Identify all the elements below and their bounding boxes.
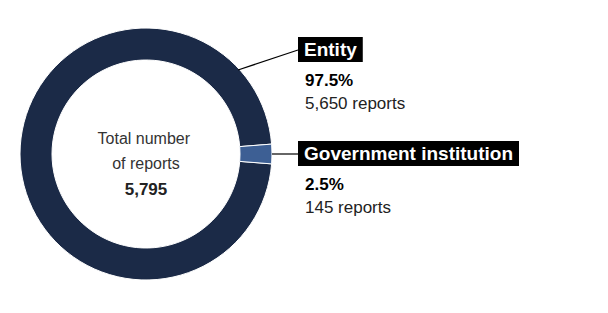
svg-text:Total number: Total number bbox=[98, 130, 195, 147]
svg-text:97.5%: 97.5% bbox=[305, 71, 353, 90]
svg-text:Entity: Entity bbox=[304, 39, 357, 60]
svg-text:2.5%: 2.5% bbox=[305, 175, 344, 194]
svg-text:Government institution: Government institution bbox=[304, 143, 513, 164]
svg-text:145 reports: 145 reports bbox=[305, 198, 391, 217]
svg-text:5,795: 5,795 bbox=[125, 180, 168, 199]
svg-text:of reports: of reports bbox=[112, 155, 180, 172]
svg-text:5,650 reports: 5,650 reports bbox=[305, 94, 405, 113]
